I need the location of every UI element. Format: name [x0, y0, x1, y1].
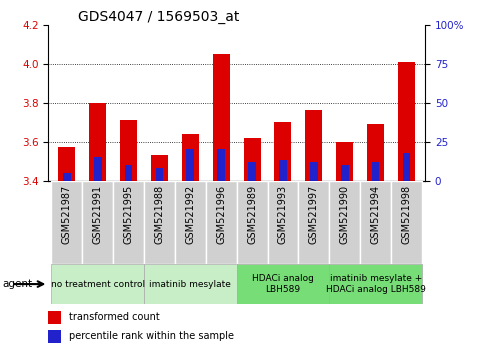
Bar [248, 162, 256, 181]
Bar [268, 181, 298, 264]
Bar [372, 162, 380, 181]
Text: GSM521992: GSM521992 [185, 185, 195, 244]
Text: GSM521990: GSM521990 [340, 185, 350, 244]
Bar [151, 155, 168, 181]
Text: GSM521996: GSM521996 [216, 185, 226, 244]
Bar [48, 330, 61, 343]
Text: GSM521998: GSM521998 [401, 185, 412, 244]
Text: percentile rank within the sample: percentile rank within the sample [69, 331, 234, 341]
Text: GSM521993: GSM521993 [278, 185, 288, 244]
Bar [48, 311, 61, 324]
Bar [298, 181, 329, 264]
Bar [120, 120, 137, 181]
Bar [274, 122, 291, 181]
Bar [336, 142, 353, 181]
Bar [329, 181, 360, 264]
Text: HDACi analog
LBH589: HDACi analog LBH589 [252, 274, 314, 294]
Bar [182, 134, 199, 181]
Bar [186, 149, 194, 181]
Bar [156, 168, 163, 181]
Text: GSM521988: GSM521988 [155, 185, 165, 244]
Bar [360, 181, 391, 264]
Bar [213, 54, 230, 181]
Text: agent: agent [2, 279, 32, 289]
Bar [144, 264, 237, 304]
Bar [341, 165, 349, 181]
Text: GSM521989: GSM521989 [247, 185, 257, 244]
Bar [217, 149, 225, 181]
Bar [310, 162, 318, 181]
Text: GSM521997: GSM521997 [309, 185, 319, 244]
Text: imatinib mesylate +
HDACi analog LBH589: imatinib mesylate + HDACi analog LBH589 [326, 274, 426, 294]
Bar [125, 165, 132, 181]
Text: transformed count: transformed count [69, 312, 160, 322]
Bar [89, 103, 106, 181]
Bar [305, 110, 322, 181]
Text: GSM521987: GSM521987 [62, 185, 72, 244]
Text: GSM521994: GSM521994 [370, 185, 381, 244]
Bar [237, 264, 329, 304]
Bar [398, 62, 415, 181]
Bar [51, 181, 82, 264]
Text: GSM521995: GSM521995 [124, 185, 134, 244]
Bar [51, 264, 144, 304]
Bar [82, 181, 113, 264]
Text: no treatment control: no treatment control [51, 280, 145, 289]
Bar [391, 181, 422, 264]
Bar [113, 181, 144, 264]
Bar [206, 181, 237, 264]
Bar [63, 173, 71, 181]
Bar [243, 138, 261, 181]
Bar [403, 153, 411, 181]
Bar [58, 147, 75, 181]
Bar [144, 181, 175, 264]
Bar [237, 181, 268, 264]
Bar [279, 160, 287, 181]
Text: GDS4047 / 1569503_at: GDS4047 / 1569503_at [78, 10, 240, 24]
Text: imatinib mesylate: imatinib mesylate [149, 280, 231, 289]
Bar [94, 157, 101, 181]
Bar [329, 264, 422, 304]
Bar [175, 181, 206, 264]
Text: GSM521991: GSM521991 [93, 185, 103, 244]
Bar [367, 124, 384, 181]
